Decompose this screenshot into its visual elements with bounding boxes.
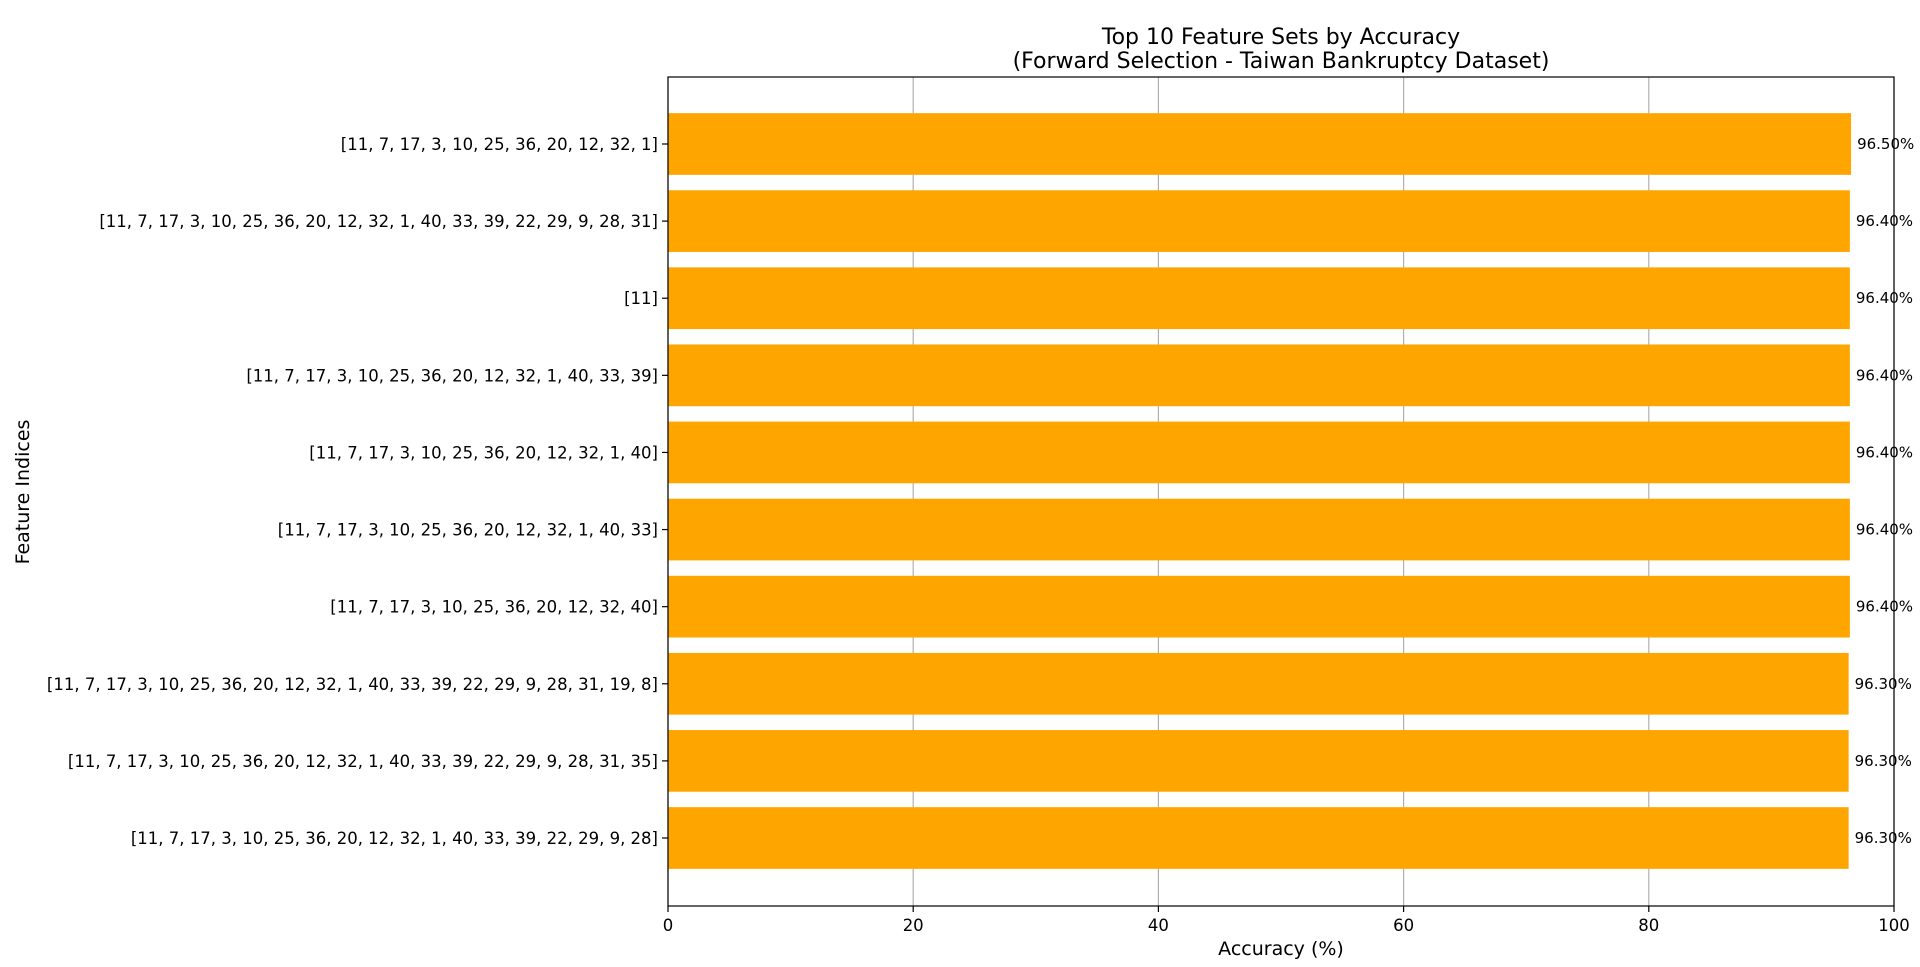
bar bbox=[668, 344, 1850, 407]
x-tick-label: 100 bbox=[1878, 916, 1910, 935]
bar-value-label: 96.30% bbox=[1855, 752, 1912, 770]
bar bbox=[668, 421, 1850, 484]
bar-value-label: 96.40% bbox=[1856, 598, 1913, 616]
plot-frame bbox=[667, 76, 1895, 907]
y-tick-label: [11, 7, 17, 3, 10, 25, 36, 20, 12, 32, 1… bbox=[47, 675, 658, 694]
bar-value-label: 96.50% bbox=[1857, 135, 1914, 153]
bar-value-label: 96.40% bbox=[1856, 443, 1913, 461]
chart-title: Top 10 Feature Sets by Accuracy bbox=[1101, 25, 1460, 50]
bar-value-label: 96.30% bbox=[1855, 829, 1912, 847]
y-tick-label: [11, 7, 17, 3, 10, 25, 36, 20, 12, 32, 1… bbox=[131, 829, 658, 848]
axes bbox=[662, 76, 1895, 912]
x-tick-label: 40 bbox=[1148, 916, 1169, 935]
x-tick-label: 20 bbox=[903, 916, 924, 935]
x-axis-label: Accuracy (%) bbox=[1218, 938, 1344, 960]
bar-value-label: 96.40% bbox=[1856, 212, 1913, 230]
bar bbox=[668, 575, 1850, 638]
bar bbox=[668, 267, 1850, 330]
bar bbox=[668, 730, 1849, 792]
y-tick-label: [11, 7, 17, 3, 10, 25, 36, 20, 12, 32, 1… bbox=[68, 752, 658, 771]
y-tick-label: [11, 7, 17, 3, 10, 25, 36, 20, 12, 32, 1… bbox=[246, 366, 658, 385]
x-tick-label: 60 bbox=[1393, 916, 1414, 935]
bar bbox=[668, 113, 1852, 175]
x-tick-label: 80 bbox=[1638, 916, 1659, 935]
y-tick-label: [11] bbox=[624, 289, 658, 308]
bar bbox=[668, 807, 1849, 869]
y-tick-label: [11, 7, 17, 3, 10, 25, 36, 20, 12, 32, 1… bbox=[278, 521, 658, 540]
y-tick-label: [11, 7, 17, 3, 10, 25, 36, 20, 12, 32, 4… bbox=[330, 598, 658, 617]
y-axis-label: Feature Indices bbox=[12, 420, 34, 565]
labels: 0 20 40 60 80 100 [11, 7, 17, 3, 10, 25, 36, 2… bbox=[47, 135, 1914, 935]
x-tick-label: 0 bbox=[663, 916, 674, 935]
bar-value-label: 96.40% bbox=[1856, 366, 1913, 384]
bar bbox=[668, 190, 1850, 252]
bar-value-label: 96.40% bbox=[1856, 521, 1913, 539]
bar bbox=[668, 652, 1849, 715]
y-tick-label: [11, 7, 17, 3, 10, 25, 36, 20, 12, 32, 1… bbox=[99, 212, 658, 231]
bars bbox=[668, 113, 1852, 869]
chart-subtitle: (Forward Selection - Taiwan Bankruptcy D… bbox=[1013, 49, 1550, 74]
bar-value-label: 96.30% bbox=[1855, 675, 1912, 693]
bar-value-label: 96.40% bbox=[1856, 289, 1913, 307]
y-tick-label: [11, 7, 17, 3, 10, 25, 36, 20, 12, 32, 1… bbox=[341, 135, 658, 154]
bar bbox=[668, 498, 1850, 561]
y-tick-label: [11, 7, 17, 3, 10, 25, 36, 20, 12, 32, 1… bbox=[309, 443, 658, 462]
